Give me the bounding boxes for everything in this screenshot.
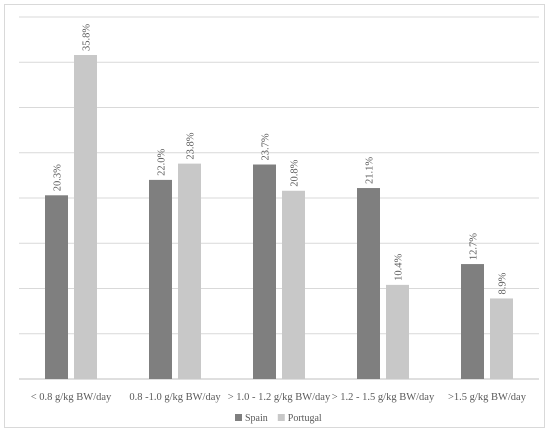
data-label-portugal-3: 20.8%	[290, 159, 301, 186]
data-label-portugal-1: 35.8%	[82, 24, 93, 51]
data-label-spain-1: 20.3%	[53, 164, 64, 191]
bar-spain-1	[45, 195, 68, 379]
data-label-portugal-2: 23.8%	[186, 132, 197, 159]
data-label-portugal-4: 10.4%	[394, 254, 405, 281]
legend: Spain Portugal	[235, 413, 322, 424]
data-label-portugal-5: 8.9%	[498, 272, 509, 294]
data-label-spain-5: 12.7%	[469, 233, 480, 260]
bar-chart: 20.3% 35.8% 22.0% 23.8% 23.7% 20.8% 21.1% 10.4%…	[19, 16, 539, 424]
legend-swatch-portugal	[277, 414, 285, 421]
bar-portugal-4	[386, 284, 409, 379]
data-label-spain-2: 22.0%	[157, 149, 168, 176]
bar-portugal-5	[490, 298, 513, 379]
legend-swatch-spain	[235, 414, 242, 421]
bar-spain-4	[357, 188, 380, 379]
bar-spain-3	[253, 164, 276, 379]
category-label-2: 0.8 -1.0 g/kg BW/day	[129, 392, 221, 403]
data-label-spain-4: 21.1%	[365, 157, 376, 184]
bar-portugal-1	[74, 55, 97, 379]
chart-frame: 20.3% 35.8% 22.0% 23.8% 23.7% 20.8% 21.1% 10.4%…	[4, 4, 545, 428]
bars	[45, 55, 513, 379]
data-label-spain-3: 23.7%	[261, 133, 272, 160]
gridlines	[19, 16, 539, 380]
bar-spain-5	[461, 264, 484, 379]
legend-label-spain: Spain	[245, 413, 268, 424]
legend-label-portugal: Portugal	[288, 413, 322, 424]
data-labels: 20.3% 35.8% 22.0% 23.8% 23.7% 20.8% 21.1% 10.4%…	[53, 24, 509, 295]
category-label-4: > 1.2 - 1.5 g/kg BW/day	[332, 392, 435, 403]
category-label-3: > 1.0 - 1.2 g/kg BW/day	[228, 392, 331, 403]
bar-portugal-3	[282, 190, 305, 379]
category-label-1: < 0.8 g/kg BW/day	[31, 392, 112, 403]
category-label-5: >1.5 g/kg BW/day	[448, 392, 527, 403]
category-labels: < 0.8 g/kg BW/day 0.8 -1.0 g/kg BW/day > 1…	[31, 392, 527, 403]
bar-spain-2	[149, 179, 172, 379]
bar-portugal-2	[178, 163, 201, 379]
